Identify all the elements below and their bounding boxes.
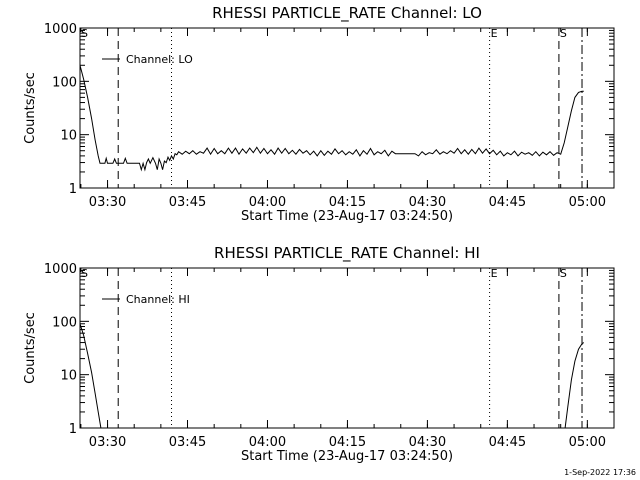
plot-frame: [79, 27, 615, 189]
y-tick-label: 1: [69, 182, 77, 197]
footer-stamp: 1-Sep-2022 17:36: [564, 468, 636, 477]
x-tick-label: 04:45: [489, 195, 526, 210]
data-line: [564, 342, 585, 429]
marker-label: E: [491, 27, 498, 40]
x-tick-label: 05:00: [569, 195, 606, 210]
chart-panel-1: RHESSI PARTICLE_RATE Channel: HIS E S11010…: [23, 244, 615, 464]
marker-label: S: [560, 267, 567, 280]
x-axis-label: Start Time (23-Aug-17 03:24:50): [241, 449, 453, 464]
x-tick-label: 04:00: [249, 435, 286, 450]
marker-label: S: [560, 27, 567, 40]
y-tick-label: 100: [52, 75, 77, 90]
x-axis-label: Start Time (23-Aug-17 03:24:50): [241, 209, 453, 224]
x-tick-label: 04:15: [329, 435, 366, 450]
chart-title: RHESSI PARTICLE_RATE Channel: LO: [212, 4, 482, 23]
marker-label: E: [491, 267, 498, 280]
x-tick-label: 04:15: [329, 195, 366, 210]
data-line: [79, 65, 584, 172]
y-tick-label: 1000: [44, 262, 77, 277]
y-tick-label: 10: [60, 129, 77, 144]
y-tick-label: 1: [69, 422, 77, 437]
x-tick-label: 04:30: [409, 435, 446, 450]
chart-title: RHESSI PARTICLE_RATE Channel: HI: [214, 244, 480, 263]
data-line: [79, 323, 102, 429]
x-tick-label: 04:00: [249, 195, 286, 210]
y-axis-label: Counts/sec: [23, 312, 38, 384]
x-tick-label: 03:45: [169, 195, 206, 210]
x-tick-label: 03:30: [89, 195, 126, 210]
legend-label: Channel: LO: [126, 53, 193, 66]
x-tick-label: 03:30: [89, 435, 126, 450]
x-tick-label: 03:45: [169, 435, 206, 450]
y-tick-label: 1000: [44, 22, 77, 37]
x-tick-label: 05:00: [569, 435, 606, 450]
legend-label: Channel: HI: [126, 293, 190, 306]
x-tick-label: 04:45: [489, 435, 526, 450]
y-tick-label: 100: [52, 315, 77, 330]
y-axis-label: Counts/sec: [23, 72, 38, 144]
plot-frame: [79, 267, 615, 429]
y-tick-label: 10: [60, 369, 77, 384]
x-tick-label: 04:30: [409, 195, 446, 210]
chart-panel-0: RHESSI PARTICLE_RATE Channel: LOS E S11010…: [23, 4, 615, 224]
